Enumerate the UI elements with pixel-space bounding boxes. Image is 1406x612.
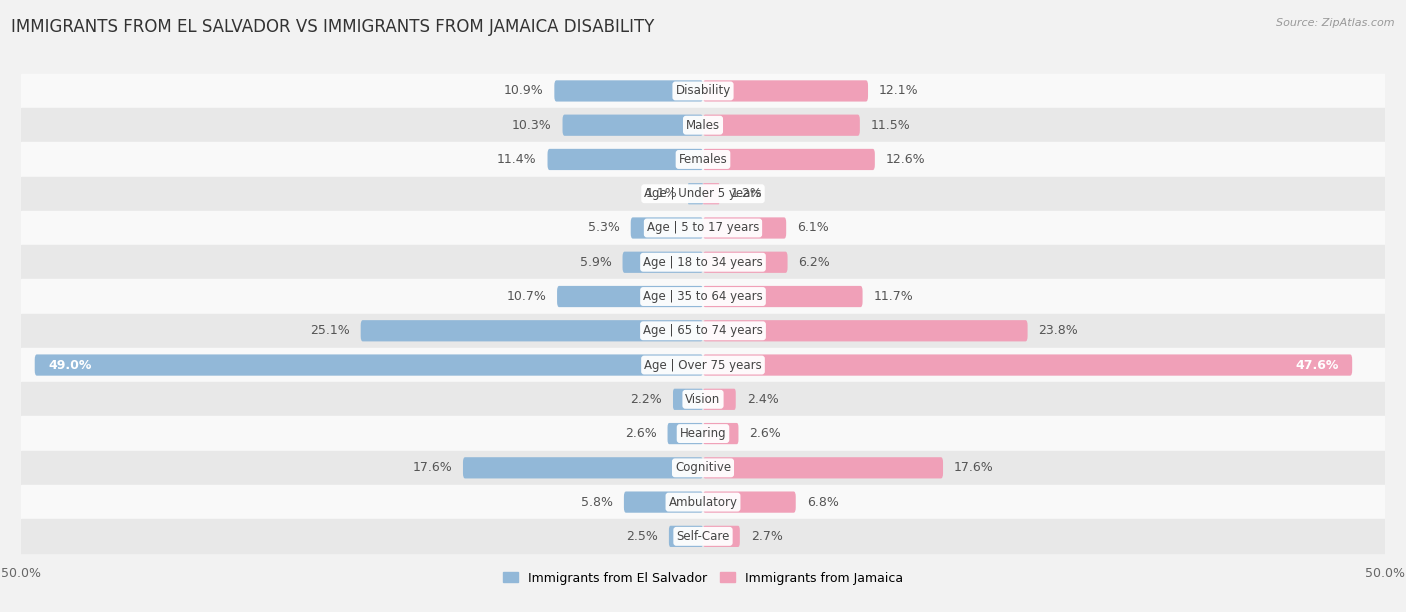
Text: 6.8%: 6.8% (807, 496, 838, 509)
FancyBboxPatch shape (703, 80, 868, 102)
Text: Age | 65 to 74 years: Age | 65 to 74 years (643, 324, 763, 337)
FancyBboxPatch shape (35, 354, 703, 376)
Text: Females: Females (679, 153, 727, 166)
FancyBboxPatch shape (668, 423, 703, 444)
FancyBboxPatch shape (557, 286, 703, 307)
FancyBboxPatch shape (624, 491, 703, 513)
Text: 17.6%: 17.6% (953, 461, 994, 474)
Text: Self-Care: Self-Care (676, 530, 730, 543)
Text: 49.0%: 49.0% (48, 359, 91, 371)
FancyBboxPatch shape (703, 354, 1353, 376)
FancyBboxPatch shape (631, 217, 703, 239)
Bar (21, 143, 1385, 177)
FancyBboxPatch shape (703, 252, 787, 273)
Text: 11.7%: 11.7% (873, 290, 914, 303)
Bar (21, 382, 1385, 416)
Bar (21, 177, 1385, 211)
FancyBboxPatch shape (703, 286, 862, 307)
Bar (21, 485, 1385, 519)
FancyBboxPatch shape (673, 389, 703, 410)
Text: Vision: Vision (685, 393, 721, 406)
Text: Cognitive: Cognitive (675, 461, 731, 474)
Text: 1.2%: 1.2% (730, 187, 762, 200)
FancyBboxPatch shape (703, 149, 875, 170)
Text: 5.8%: 5.8% (581, 496, 613, 509)
Text: 11.4%: 11.4% (496, 153, 537, 166)
Text: Age | Under 5 years: Age | Under 5 years (644, 187, 762, 200)
Bar (21, 348, 1385, 382)
Text: 2.2%: 2.2% (630, 393, 662, 406)
Text: Age | Over 75 years: Age | Over 75 years (644, 359, 762, 371)
Text: Hearing: Hearing (679, 427, 727, 440)
Bar (21, 108, 1385, 143)
Text: 2.5%: 2.5% (626, 530, 658, 543)
FancyBboxPatch shape (703, 114, 860, 136)
Text: 12.6%: 12.6% (886, 153, 925, 166)
Text: Source: ZipAtlas.com: Source: ZipAtlas.com (1277, 18, 1395, 28)
FancyBboxPatch shape (669, 526, 703, 547)
Text: Males: Males (686, 119, 720, 132)
FancyBboxPatch shape (688, 183, 703, 204)
FancyBboxPatch shape (623, 252, 703, 273)
Text: Ambulatory: Ambulatory (668, 496, 738, 509)
Bar (21, 280, 1385, 313)
Text: 47.6%: 47.6% (1295, 359, 1339, 371)
Text: 2.6%: 2.6% (749, 427, 782, 440)
Text: 2.7%: 2.7% (751, 530, 783, 543)
Text: IMMIGRANTS FROM EL SALVADOR VS IMMIGRANTS FROM JAMAICA DISABILITY: IMMIGRANTS FROM EL SALVADOR VS IMMIGRANT… (11, 18, 655, 36)
Bar (21, 450, 1385, 485)
FancyBboxPatch shape (703, 217, 786, 239)
Text: Disability: Disability (675, 84, 731, 97)
Text: 23.8%: 23.8% (1039, 324, 1078, 337)
Text: 11.5%: 11.5% (870, 119, 911, 132)
FancyBboxPatch shape (703, 320, 1028, 341)
Text: 6.1%: 6.1% (797, 222, 830, 234)
Text: 6.2%: 6.2% (799, 256, 830, 269)
Bar (21, 245, 1385, 280)
Text: 5.9%: 5.9% (579, 256, 612, 269)
Text: 5.3%: 5.3% (588, 222, 620, 234)
FancyBboxPatch shape (703, 457, 943, 479)
Legend: Immigrants from El Salvador, Immigrants from Jamaica: Immigrants from El Salvador, Immigrants … (498, 567, 908, 589)
Bar (21, 211, 1385, 245)
Text: 2.4%: 2.4% (747, 393, 779, 406)
Text: Age | 18 to 34 years: Age | 18 to 34 years (643, 256, 763, 269)
FancyBboxPatch shape (463, 457, 703, 479)
Text: Age | 35 to 64 years: Age | 35 to 64 years (643, 290, 763, 303)
Text: 25.1%: 25.1% (309, 324, 350, 337)
Text: 10.3%: 10.3% (512, 119, 551, 132)
FancyBboxPatch shape (703, 183, 720, 204)
Text: 17.6%: 17.6% (412, 461, 453, 474)
Text: 10.7%: 10.7% (506, 290, 546, 303)
Bar (21, 74, 1385, 108)
FancyBboxPatch shape (554, 80, 703, 102)
Text: Age | 5 to 17 years: Age | 5 to 17 years (647, 222, 759, 234)
Text: 1.1%: 1.1% (645, 187, 678, 200)
FancyBboxPatch shape (703, 526, 740, 547)
Text: 2.6%: 2.6% (624, 427, 657, 440)
Bar (21, 416, 1385, 450)
FancyBboxPatch shape (703, 389, 735, 410)
Bar (21, 313, 1385, 348)
Text: 12.1%: 12.1% (879, 84, 918, 97)
Text: 10.9%: 10.9% (503, 84, 544, 97)
FancyBboxPatch shape (562, 114, 703, 136)
FancyBboxPatch shape (703, 423, 738, 444)
Bar (21, 519, 1385, 553)
FancyBboxPatch shape (361, 320, 703, 341)
FancyBboxPatch shape (703, 491, 796, 513)
FancyBboxPatch shape (547, 149, 703, 170)
